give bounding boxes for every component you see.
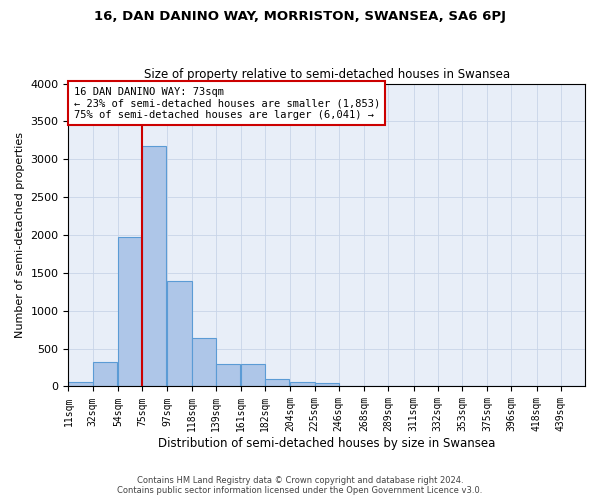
Title: Size of property relative to semi-detached houses in Swansea: Size of property relative to semi-detach…: [143, 68, 510, 81]
Bar: [265, 378, 289, 386]
Bar: [314, 384, 339, 386]
Bar: [92, 362, 117, 386]
Bar: [215, 364, 240, 386]
Text: Contains HM Land Registry data © Crown copyright and database right 2024.
Contai: Contains HM Land Registry data © Crown c…: [118, 476, 482, 495]
Text: 16, DAN DANINO WAY, MORRISTON, SWANSEA, SA6 6PJ: 16, DAN DANINO WAY, MORRISTON, SWANSEA, …: [94, 10, 506, 23]
Bar: [68, 382, 92, 386]
X-axis label: Distribution of semi-detached houses by size in Swansea: Distribution of semi-detached houses by …: [158, 437, 496, 450]
Y-axis label: Number of semi-detached properties: Number of semi-detached properties: [15, 132, 25, 338]
Bar: [118, 238, 142, 386]
Bar: [167, 281, 191, 386]
Bar: [241, 364, 265, 386]
Bar: [142, 146, 166, 386]
Bar: [290, 382, 314, 386]
Bar: [191, 338, 215, 386]
Text: 16 DAN DANINO WAY: 73sqm
← 23% of semi-detached houses are smaller (1,853)
75% o: 16 DAN DANINO WAY: 73sqm ← 23% of semi-d…: [74, 86, 380, 120]
